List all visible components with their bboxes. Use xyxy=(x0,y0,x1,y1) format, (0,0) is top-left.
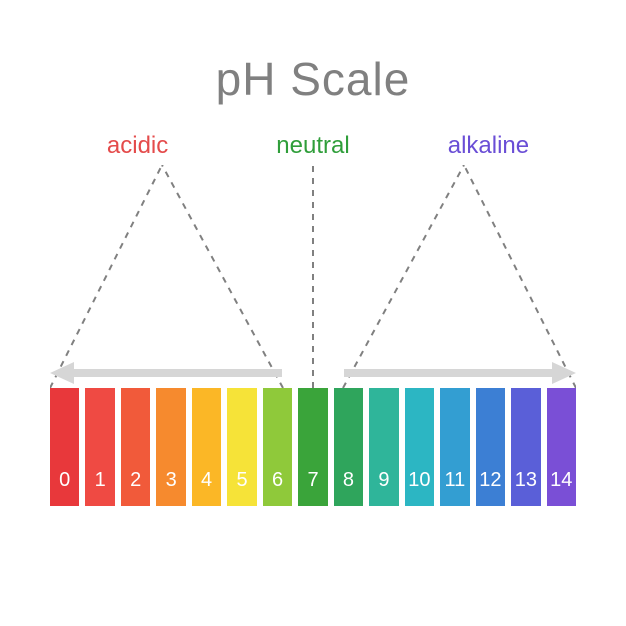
ph-bar-label: 1 xyxy=(95,469,106,492)
ph-bar-label: 2 xyxy=(130,469,141,492)
range-arrows xyxy=(50,360,576,386)
guide-lines xyxy=(50,165,576,388)
ph-bar-0: 0 xyxy=(50,388,79,506)
ph-bar-label: 0 xyxy=(59,469,70,492)
ph-bar-12: 12 xyxy=(476,388,505,506)
ph-bar-4: 4 xyxy=(192,388,221,506)
ph-bar-label: 12 xyxy=(479,469,501,492)
ph-bar-label: 6 xyxy=(272,469,283,492)
label-neutral: neutral xyxy=(225,132,400,160)
ph-bar-14: 14 xyxy=(547,388,576,506)
label-alkaline: alkaline xyxy=(401,132,576,160)
ph-bar-9: 9 xyxy=(369,388,398,506)
ph-bars: 01234567891011121314 xyxy=(50,388,576,506)
ph-bar-label: 10 xyxy=(408,469,430,492)
ph-bar-label: 5 xyxy=(237,469,248,492)
ph-bar-label: 8 xyxy=(343,469,354,492)
ph-bar-label: 14 xyxy=(550,469,572,492)
ph-bar-6: 6 xyxy=(263,388,292,506)
label-acidic: acidic xyxy=(50,132,225,160)
ph-bar-label: 4 xyxy=(201,469,212,492)
region-labels: acidic neutral alkaline xyxy=(50,132,576,160)
ph-bar-11: 11 xyxy=(440,388,469,506)
ph-bar-label: 13 xyxy=(515,469,537,492)
ph-bar-label: 3 xyxy=(166,469,177,492)
ph-bar-label: 11 xyxy=(445,469,466,492)
ph-bar-5: 5 xyxy=(227,388,256,506)
ph-bar-label: 9 xyxy=(378,469,389,492)
ph-bar-1: 1 xyxy=(85,388,114,506)
ph-bar-label: 7 xyxy=(307,469,318,492)
page-title: pH Scale xyxy=(0,52,626,106)
ph-scale: 01234567891011121314 xyxy=(50,388,576,506)
ph-bar-10: 10 xyxy=(405,388,434,506)
ph-bar-8: 8 xyxy=(334,388,363,506)
ph-bar-2: 2 xyxy=(121,388,150,506)
ph-bar-7: 7 xyxy=(298,388,327,506)
ph-bar-3: 3 xyxy=(156,388,185,506)
ph-bar-13: 13 xyxy=(511,388,540,506)
